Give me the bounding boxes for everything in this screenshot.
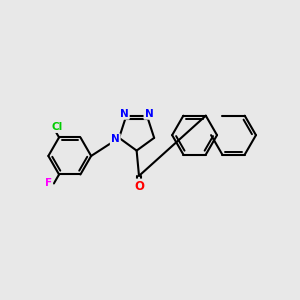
Text: F: F bbox=[45, 178, 52, 188]
Text: N: N bbox=[120, 109, 129, 119]
Text: Cl: Cl bbox=[52, 122, 63, 132]
Text: N: N bbox=[111, 134, 120, 144]
Text: N: N bbox=[145, 109, 153, 119]
Text: O: O bbox=[134, 180, 144, 193]
